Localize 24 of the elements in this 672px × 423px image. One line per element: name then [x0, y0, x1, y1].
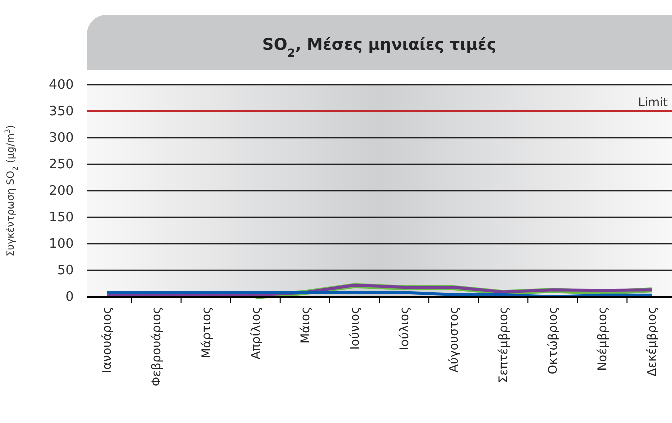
y-tick-label: 400: [49, 78, 74, 94]
ref-line-label: Limit: [638, 96, 668, 110]
x-tick-label: Δεκέμβριος: [645, 307, 660, 377]
x-tick-label: Οκτώβριος: [546, 307, 560, 375]
y-tick-label: 100: [49, 237, 74, 252]
y-tick-label: 300: [49, 131, 74, 146]
x-tick-label: Μάρτιος: [199, 307, 214, 359]
x-tick-label: Ιανουάριος: [100, 307, 114, 374]
x-tick-label: Ιούνιος: [348, 307, 362, 350]
y-tick-label: 250: [49, 158, 74, 173]
x-tick-label: Ιούλιος: [397, 307, 412, 350]
y-tick-label: 50: [57, 264, 74, 279]
x-tick-label: Απρίλιος: [248, 307, 263, 360]
x-tick-label: Νοέμβριος: [596, 307, 610, 372]
y-tick-label: 350: [49, 104, 74, 120]
x-tick-label: Φεβρουάριος: [150, 307, 164, 386]
x-tick-label: Σεπτέμβριος: [496, 307, 511, 384]
line-series: [106, 284, 654, 297]
chart-title: SO$_{2}$, Μέσες μηνιαίες τιμές: [262, 35, 496, 60]
x-tick-label: Αύγουστος: [447, 307, 462, 373]
y-tick-label: 200: [49, 184, 74, 200]
y-tick-label: 0: [66, 290, 74, 306]
y-tick-label: 150: [49, 210, 74, 226]
x-tick-label: Μάιος: [298, 307, 312, 344]
